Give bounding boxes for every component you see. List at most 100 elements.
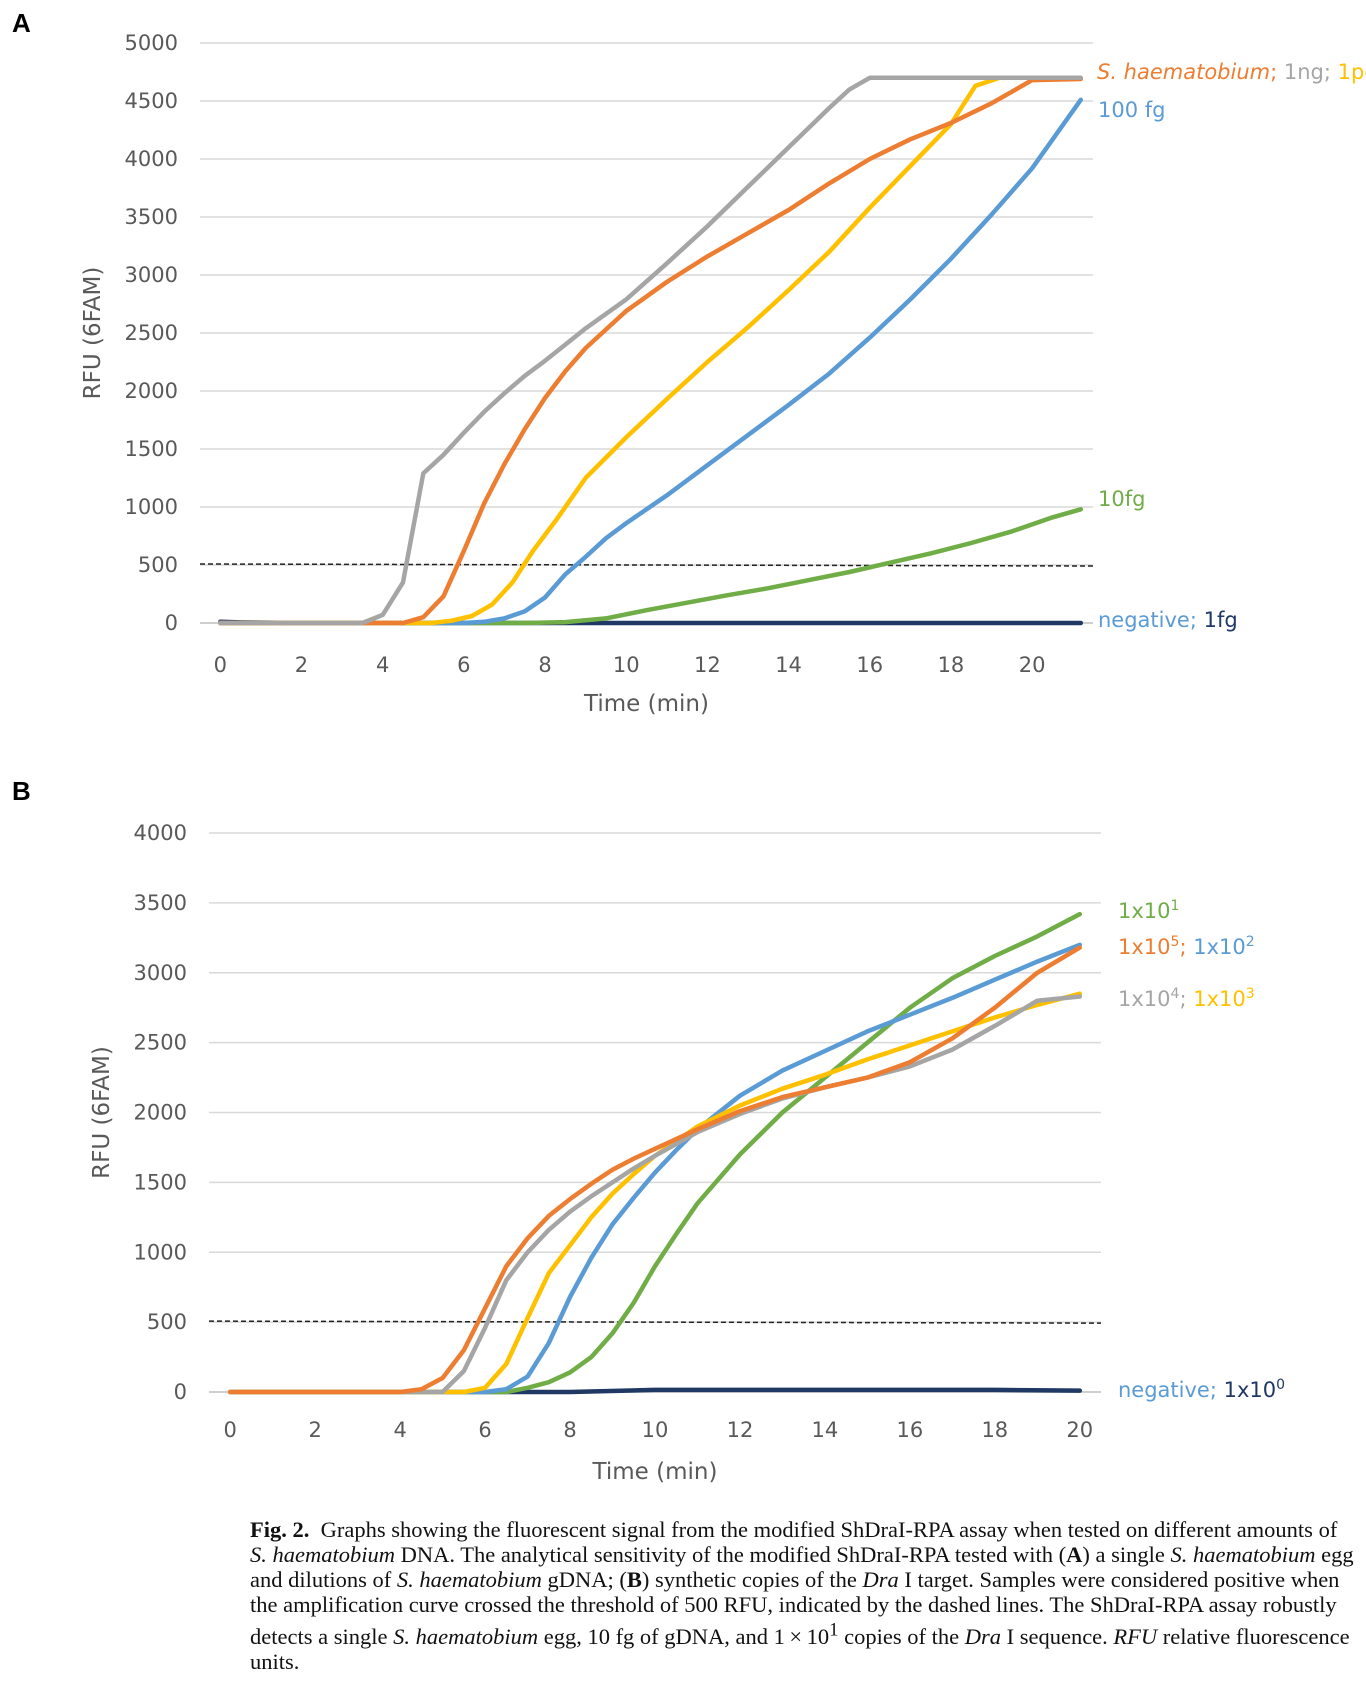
panel-a-letter: A <box>12 8 31 38</box>
x-tick-label: 16 <box>856 653 883 677</box>
y-tick-label: 5000 <box>125 31 178 55</box>
caption-fragment: S. haematobium <box>396 1567 542 1592</box>
caption-fragment: I target. Samples were considered positi… <box>250 1567 1340 1649</box>
chart-panel-a: 0 500 1000 1500 2000 2500 3000 3500 4000 4500 5000… <box>80 31 1366 717</box>
figure-caption: Fig. 2. Graphs showing the fluorescent s… <box>250 1517 1358 1674</box>
series-line-3 <box>227 991 1083 1395</box>
panel-a-series-label-1: 100 fg <box>1098 98 1165 122</box>
y-tick-label: 500 <box>147 1310 187 1334</box>
caption-fragment: egg and dilutions of <box>250 1542 1354 1592</box>
series-label-fragment: 100 fg <box>1098 98 1165 122</box>
series-label-fragment: 1x10 <box>1224 1378 1277 1402</box>
series-line-3 <box>218 75 1084 626</box>
series-label-fragment: 1ng; <box>1284 60 1338 84</box>
series-line-5 <box>218 75 1084 626</box>
x-tick-label: 18 <box>981 1418 1008 1442</box>
caption-fragment: relative fluorescence units. <box>250 1623 1350 1674</box>
caption-fragment: I sequence. <box>1000 1623 1114 1649</box>
y-tick-label: 4000 <box>125 147 178 171</box>
series-label-fragment: ; <box>1179 935 1193 959</box>
series-line-4 <box>227 994 1083 1395</box>
x-tick-label: 4 <box>393 1418 406 1442</box>
x-tick-label: 0 <box>214 653 227 677</box>
y-tick-label: 1500 <box>125 437 178 461</box>
series-label-fragment: 3 <box>1246 986 1255 1002</box>
y-tick-label: 2000 <box>125 379 178 403</box>
y-tick-label: 2500 <box>125 321 178 345</box>
caption-fragment: A <box>1066 1542 1083 1567</box>
y-tick-label: 1000 <box>134 1240 187 1264</box>
series-label-fragment: 10fg <box>1098 487 1145 511</box>
x-tick-label: 4 <box>376 653 389 677</box>
series-line-1 <box>218 507 1084 626</box>
panel-b-series-label-2: 1x104; 1x103 <box>1118 986 1255 1011</box>
series-label-fragment: 0 <box>1276 1377 1285 1393</box>
caption-fragment: RFU <box>1113 1623 1158 1649</box>
threshold-line <box>208 1320 1102 1324</box>
y-axis-title: RFU (6FAM) <box>89 1046 115 1179</box>
threshold-line <box>199 563 1094 567</box>
panel-b-series-label-3: negative; 1x100 <box>1118 1377 1285 1402</box>
y-tick-label: 1000 <box>125 495 178 519</box>
y-tick-label: 0 <box>174 1380 187 1404</box>
caption-fragment: B <box>626 1567 642 1592</box>
chart-panel-b: 0 500 1000 1500 2000 2500 3000 3500 4000 0 2 4 6 8 10 1… <box>89 821 1285 1485</box>
x-tick-label: 2 <box>309 1418 322 1442</box>
panel-b-series-label-1: 1x105; 1x102 <box>1118 934 1255 959</box>
x-tick-label: 6 <box>478 1418 491 1442</box>
series-label-fragment: 1fg <box>1204 608 1238 632</box>
x-tick-label: 12 <box>694 653 721 677</box>
series-label-fragment: ; <box>1270 60 1284 84</box>
series-line-2 <box>218 97 1084 626</box>
series-label-fragment: ; <box>1179 987 1193 1011</box>
caption-fragment: Graphs showing the fluorescent signal fr… <box>320 1517 1338 1542</box>
x-tick-label: 8 <box>538 653 551 677</box>
series-label-fragment: 1x10 <box>1118 899 1171 923</box>
series-line-1 <box>227 911 1083 1395</box>
x-tick-label: 18 <box>938 653 965 677</box>
series-label-fragment: negative; <box>1098 608 1204 632</box>
y-tick-label: 4500 <box>125 89 178 113</box>
caption-fragment: copies of the <box>838 1623 965 1649</box>
x-tick-label: 10 <box>642 1418 669 1442</box>
x-tick-label: 10 <box>613 653 640 677</box>
panel-a-series-label-3: negative; 1fg <box>1098 608 1238 632</box>
y-axis-title: RFU (6FAM) <box>80 267 106 400</box>
x-tick-label: 12 <box>727 1418 754 1442</box>
series-label-fragment: 1x10 <box>1193 935 1246 959</box>
panel-b-series-label-0: 1x101 <box>1118 898 1179 923</box>
x-tick-label: 8 <box>563 1418 576 1442</box>
y-tick-label: 3500 <box>125 205 178 229</box>
series-line-5 <box>227 945 1083 1395</box>
caption-fragment: ) a single <box>1082 1542 1171 1567</box>
caption-fig-label: Fig. 2. <box>250 1517 310 1542</box>
y-tick-label: 3000 <box>134 961 187 985</box>
x-tick-label: 20 <box>1019 653 1046 677</box>
panel-a-series-label-0: S. haematobium; 1ng; 1pg <box>1097 60 1366 84</box>
x-tick-label: 14 <box>812 1418 839 1442</box>
y-tick-label: 3500 <box>134 891 187 915</box>
caption-fragment: Dra <box>862 1567 899 1592</box>
caption-fragment: gDNA; ( <box>541 1567 627 1592</box>
series-label-fragment: S. haematobium <box>1097 60 1270 84</box>
x-tick-label: 20 <box>1066 1418 1093 1442</box>
caption-fragment: S. haematobium <box>393 1623 539 1649</box>
caption-fragment: egg, 10 fg of gDNA, and 1 × 10 <box>538 1623 830 1649</box>
series-line-4 <box>218 76 1084 626</box>
x-tick-label: 14 <box>775 653 802 677</box>
x-axis-title: Time (min) <box>583 691 709 717</box>
x-axis-title: Time (min) <box>592 1459 718 1485</box>
caption-fragment: S. haematobium <box>1170 1542 1316 1567</box>
caption-fragment: ) synthetic copies of the <box>641 1567 863 1592</box>
y-tick-label: 2500 <box>134 1031 187 1055</box>
series-label-fragment: 1x10 <box>1193 987 1246 1011</box>
y-tick-label: 1500 <box>134 1170 187 1194</box>
y-tick-label: 4000 <box>134 821 187 845</box>
panel-b-letter: B <box>12 776 31 806</box>
caption-fragment: S. haematobium <box>250 1542 395 1567</box>
series-label-fragment: 1x10 <box>1118 935 1171 959</box>
y-tick-label: 2000 <box>134 1101 187 1125</box>
series-label-fragment: 1pg <box>1338 60 1366 84</box>
series-label-fragment: 5 <box>1171 934 1180 950</box>
series-label-fragment: 1 <box>1171 898 1180 914</box>
